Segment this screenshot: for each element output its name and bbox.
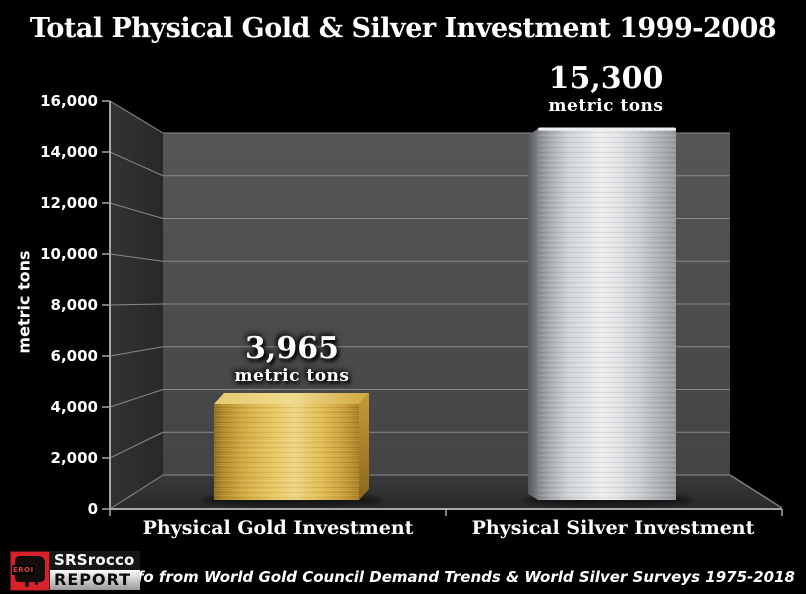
floor [110,475,782,509]
y-tick-label: 16,000 [40,92,98,110]
source-note: info from World Gold Council Demand Tren… [121,568,795,586]
silver-bar-side-face [528,129,538,500]
gold-value: 3,965 [245,331,339,366]
gold-bar-texture [214,404,359,500]
gridline [109,431,164,459]
logo-text: SRSrocco REPORT [50,551,140,591]
map-drip [25,580,29,587]
category-label-gold: Physical Gold Investment [142,517,414,539]
silver-value-label: 15,300 metric tons [549,64,664,115]
gridline [109,202,164,219]
y-tick-label: 8,000 [50,296,98,314]
y-tick-label: 10,000 [40,245,98,263]
silver-bar-texture [538,129,676,500]
axes [109,101,783,516]
gold-value-label: 3,965 metric tons [235,334,350,385]
logo-name: SRSrocco [50,551,140,570]
srsrocco-report-logo: EROI SRSrocco REPORT [10,551,140,591]
silver-value: 15,300 [548,61,664,96]
eroi-badge: EROI [12,565,35,575]
gridline [109,474,164,510]
gold-value-unit: metric tons [234,366,350,386]
gold-bar-side-face [359,393,369,500]
gridline [109,151,164,177]
silver-value-unit: metric tons [548,96,664,116]
gridline [109,389,164,408]
map-drip [35,580,38,585]
gridline [109,253,164,262]
silver-bar [524,127,692,507]
logo-suffix: REPORT [50,570,140,590]
gridline [109,100,164,134]
gold-bar [202,393,382,507]
chart-title: Total Physical Gold & Silver Investment … [29,13,777,44]
y-tick-label: 14,000 [40,143,98,161]
gridline [109,303,164,306]
y-tick-label: 12,000 [40,194,98,212]
floor-right-edge [729,474,783,509]
y-tick-label: 2,000 [50,449,98,467]
silver-bar-top-edge [538,127,676,131]
eroi-map-icon: EROI [10,551,50,591]
gridline [109,346,164,357]
y-tick-label: 6,000 [50,347,98,365]
category-label-silver: Physical Silver Investment [471,517,755,539]
gold-bar-top-face [214,393,369,404]
y-tick-label: 0 [87,500,98,518]
y-tick-label: 4,000 [50,398,98,416]
